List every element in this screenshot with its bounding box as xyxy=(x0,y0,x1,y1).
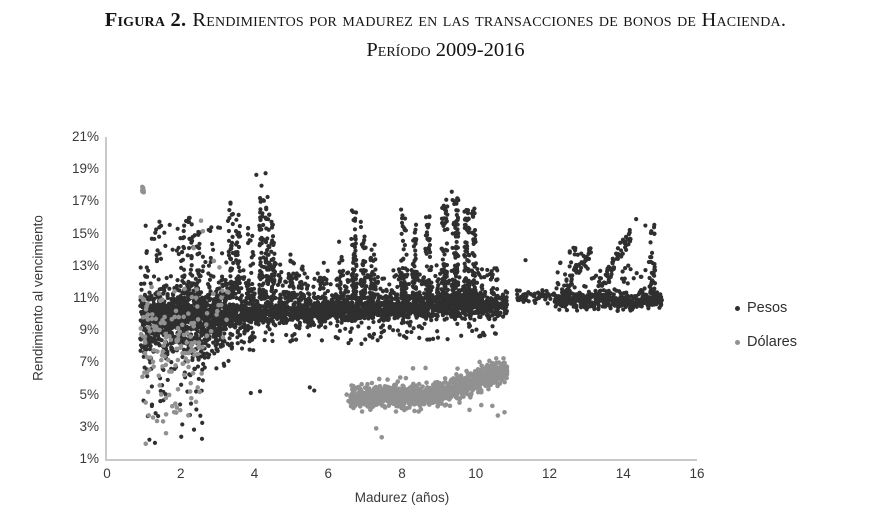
y-tick-label: 9% xyxy=(79,322,99,338)
y-tick-label: 21% xyxy=(71,129,99,144)
x-axis-ticks: 0 2 4 6 8 10 12 14 16 xyxy=(103,466,704,484)
y-tick-label: 17% xyxy=(71,193,99,209)
legend-label: Pesos xyxy=(747,300,788,316)
x-tick-label: 0 xyxy=(103,466,111,481)
legend-marker xyxy=(735,305,740,311)
legend-label: Dólares xyxy=(747,334,797,350)
x-tick-label: 8 xyxy=(398,466,406,481)
legend-marker xyxy=(735,339,740,345)
scatter-canvas xyxy=(107,137,697,459)
y-tick-label: 3% xyxy=(79,418,99,434)
legend-item-dolares: Dólares xyxy=(735,334,797,350)
x-tick-label: 16 xyxy=(689,466,705,481)
y-axis-line xyxy=(105,137,107,461)
x-tick-label: 6 xyxy=(324,466,332,481)
y-tick-label: 11% xyxy=(72,290,99,305)
y-tick-label: 5% xyxy=(79,386,99,402)
figure-subtitle: Período 2009-2016 xyxy=(366,39,525,61)
x-tick-label: 2 xyxy=(176,466,185,481)
legend: Pesos Dólares xyxy=(735,300,797,368)
x-tick-label: 14 xyxy=(615,466,631,481)
legend-item-pesos: Pesos xyxy=(735,300,797,316)
y-tick-label: 13% xyxy=(71,257,99,273)
x-axis-title: Madurez (años) xyxy=(354,490,450,505)
figure-title-text: Rendimientos por madurez en las transacc… xyxy=(192,9,787,31)
y-tick-label: 7% xyxy=(79,354,99,370)
x-tick-label: 4 xyxy=(250,466,259,481)
y-tick-label: 15% xyxy=(71,225,99,241)
y-tick-label: 1% xyxy=(79,451,99,466)
x-tick-label: 10 xyxy=(468,466,484,481)
x-tick-label: 12 xyxy=(541,466,558,481)
y-axis-ticks: 21% 19% 17% 15% 13% 11% 9% 7% 5% 3% 1% xyxy=(0,129,99,466)
figure-title: Figura 2. Rendimientos por madurez en las… xyxy=(0,6,891,34)
title-block: Figura 2. Rendimientos por madurez en las… xyxy=(0,6,891,64)
y-tick-label: 19% xyxy=(71,161,99,177)
figure-number: Figura 2. xyxy=(104,9,187,31)
x-axis-line xyxy=(105,459,697,461)
